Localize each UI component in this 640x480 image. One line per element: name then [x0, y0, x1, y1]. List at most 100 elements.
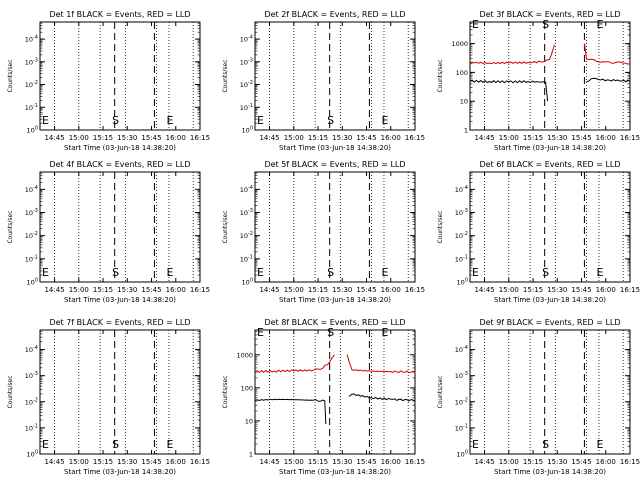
- plot-frame: [469, 329, 631, 455]
- time-marker-e: E: [472, 438, 479, 451]
- y-tick-label: 100: [457, 278, 468, 287]
- x-tick-label: 16:00: [166, 458, 186, 466]
- x-axis-label: Start Time (03-Jun-18 14:38:20): [279, 468, 391, 476]
- y-tick-label: 10-1: [240, 254, 253, 263]
- y-axis-label: Counts/sec: [222, 59, 229, 92]
- y-axis-label: Counts/sec: [7, 59, 14, 92]
- y-tick-label: 10-4: [240, 35, 253, 44]
- y-tick-label: 100: [241, 384, 253, 392]
- y-tick-label: 10-1: [25, 254, 38, 263]
- y-tick-label: 10-2: [455, 231, 468, 240]
- y-tick-label: 100: [27, 126, 38, 135]
- x-tick-label: 15:30: [117, 134, 137, 142]
- time-marker-e: E: [596, 18, 603, 31]
- plot-title: Det 7f BLACK = Events, RED = LLD: [49, 318, 190, 327]
- time-marker-e: E: [596, 438, 603, 451]
- time-marker-s: S: [327, 266, 334, 279]
- y-tick-label: 10-4: [240, 185, 253, 194]
- time-marker-s: S: [112, 266, 119, 279]
- y-tick-label: 100: [457, 450, 468, 459]
- plot-frame: [469, 21, 631, 131]
- y-tick-label: 100: [27, 450, 38, 459]
- x-tick-label: 15:00: [499, 458, 519, 466]
- series-line: [583, 43, 631, 65]
- y-tick-label: 10-3: [25, 371, 38, 380]
- series-line: [346, 354, 416, 374]
- x-tick-label: 15:00: [499, 286, 519, 294]
- plot-panel-1: Det 1f BLACK = Events, RED = LLD Counts/s…: [7, 10, 210, 152]
- y-tick-label: 10-2: [240, 80, 253, 89]
- plot-panel-9: Det 9f BLACK = Events, RED = LLD Counts/s…: [437, 318, 640, 476]
- x-tick-label: 16:15: [620, 286, 640, 294]
- y-tick-label: 100: [456, 69, 468, 77]
- plot-title: Det 5f BLACK = Events, RED = LLD: [264, 160, 405, 169]
- x-axis-label: Start Time (03-Jun-18 14:38:20): [494, 144, 606, 152]
- x-axis-label: Start Time (03-Jun-18 14:38:20): [64, 296, 176, 304]
- x-axis-label: Start Time (03-Jun-18 14:38:20): [64, 468, 176, 476]
- time-marker-e: E: [166, 266, 173, 279]
- x-tick-label: 15:30: [547, 134, 567, 142]
- series-line: [469, 44, 555, 65]
- time-marker-e: E: [257, 326, 264, 339]
- x-tick-label: 16:00: [596, 286, 616, 294]
- x-tick-label: 16:00: [381, 458, 401, 466]
- x-tick-label: 15:15: [308, 134, 328, 142]
- y-tick-label: 10-2: [25, 80, 38, 89]
- x-tick-label: 15:45: [141, 134, 161, 142]
- y-tick-label: 10-4: [455, 345, 468, 354]
- y-tick-label: 10-3: [455, 208, 468, 217]
- plot-frame: [254, 21, 416, 131]
- y-axis-label: Counts/sec: [437, 59, 444, 92]
- plot-frame: [39, 21, 201, 131]
- x-tick-label: 15:15: [93, 458, 113, 466]
- x-tick-label: 16:15: [190, 458, 210, 466]
- x-tick-label: 15:30: [332, 134, 352, 142]
- x-tick-label: 16:15: [620, 134, 640, 142]
- time-marker-e: E: [596, 266, 603, 279]
- x-tick-label: 15:45: [356, 134, 376, 142]
- y-tick-label: 1000: [236, 351, 253, 359]
- x-tick-label: 14:45: [44, 458, 64, 466]
- x-tick-label: 15:15: [308, 286, 328, 294]
- x-tick-label: 16:15: [405, 458, 425, 466]
- series-line: [254, 354, 335, 374]
- y-tick-label: 10-4: [25, 345, 38, 354]
- time-marker-s: S: [542, 438, 549, 451]
- x-tick-label: 16:00: [166, 286, 186, 294]
- y-tick-label: 10-3: [25, 208, 38, 217]
- series-line: [348, 393, 416, 402]
- plot-panel-6: Det 6f BLACK = Events, RED = LLD Counts/s…: [437, 160, 640, 304]
- y-tick-label: 10-1: [25, 103, 38, 112]
- y-tick-label: 1000: [451, 40, 468, 48]
- time-marker-e: E: [472, 266, 479, 279]
- x-tick-label: 15:30: [332, 458, 352, 466]
- y-tick-label: 10-4: [455, 185, 468, 194]
- y-tick-label: 10: [460, 98, 468, 106]
- x-tick-label: 16:15: [190, 286, 210, 294]
- plot-panel-7: Det 7f BLACK = Events, RED = LLD Counts/s…: [7, 318, 210, 476]
- x-tick-label: 15:00: [69, 286, 89, 294]
- plot-panel-4: Det 4f BLACK = Events, RED = LLD Counts/s…: [7, 160, 210, 304]
- time-marker-e: E: [257, 114, 264, 127]
- plot-title: Det 8f BLACK = Events, RED = LLD: [264, 318, 405, 327]
- time-marker-e: E: [42, 438, 49, 451]
- y-tick-label: 10-3: [240, 57, 253, 66]
- time-marker-e: E: [166, 438, 173, 451]
- x-tick-label: 16:00: [381, 286, 401, 294]
- time-marker-e: E: [42, 266, 49, 279]
- x-axis-label: Start Time (03-Jun-18 14:38:20): [279, 296, 391, 304]
- time-marker-e: E: [381, 326, 388, 339]
- time-marker-e: E: [472, 18, 479, 31]
- x-axis-label: Start Time (03-Jun-18 14:38:20): [494, 468, 606, 476]
- x-tick-label: 15:00: [69, 458, 89, 466]
- y-tick-label: 10-1: [455, 254, 468, 263]
- time-marker-s: S: [327, 326, 334, 339]
- time-marker-e: E: [381, 114, 388, 127]
- plot-panel-3: Det 3f BLACK = Events, RED = LLD Counts/s…: [437, 10, 640, 152]
- x-tick-label: 15:45: [571, 134, 591, 142]
- x-tick-label: 16:15: [405, 286, 425, 294]
- plot-frame: [469, 171, 631, 283]
- series-line: [254, 398, 327, 425]
- y-tick-label: 10-4: [25, 35, 38, 44]
- x-tick-label: 14:45: [44, 286, 64, 294]
